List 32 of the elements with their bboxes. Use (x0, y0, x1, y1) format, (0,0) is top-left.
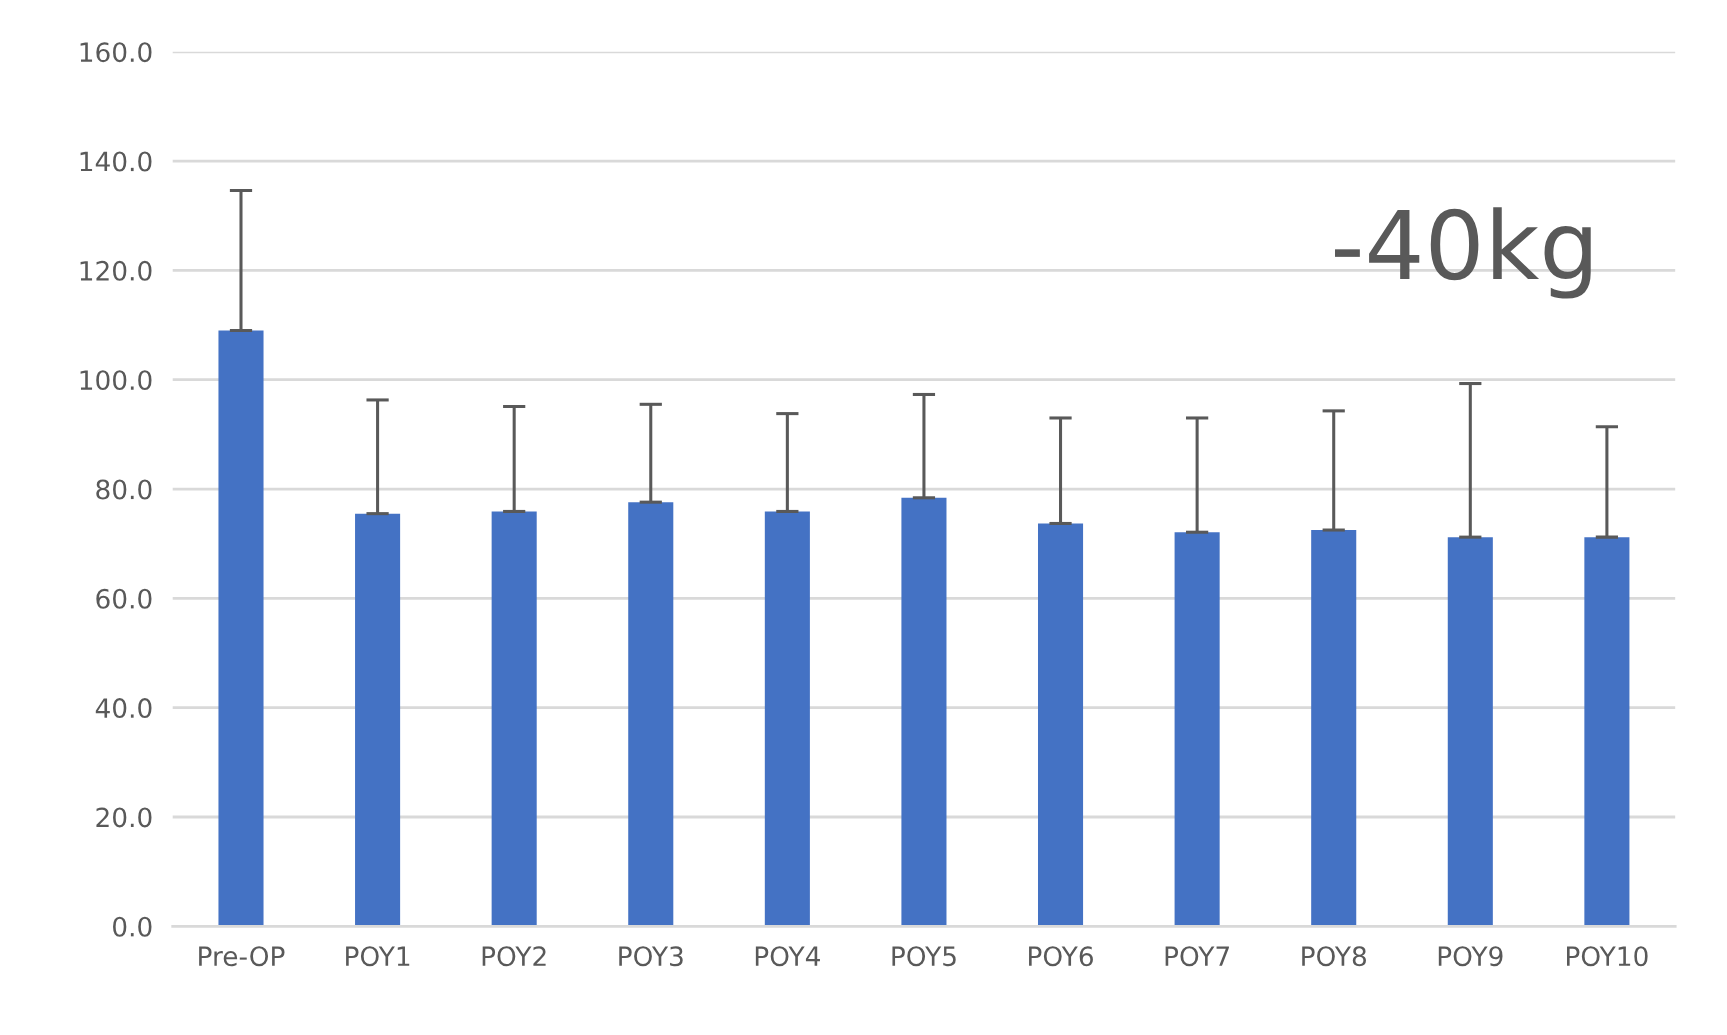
bar (218, 330, 264, 927)
bar (628, 502, 674, 927)
bar (764, 511, 810, 927)
annotation: -40kg (1335, 207, 1591, 299)
x-tick-label: POY6 (1029, 946, 1093, 967)
x-tick-label: Pre-OP (199, 946, 285, 967)
y-tick-label: 20.0 (96, 807, 152, 828)
x-tick-label: POY1 (346, 946, 410, 967)
x-tick-label: POY4 (755, 946, 820, 967)
y-tick-label: 100.0 (80, 370, 152, 391)
y-tick-label: 0.0 (113, 916, 152, 937)
y-tick-label: 140.0 (80, 151, 152, 172)
x-tick-label: POY8 (1302, 946, 1366, 967)
bar (491, 511, 537, 927)
x-tick-label: POY7 (1165, 946, 1229, 967)
y-tick-label: 160.0 (80, 42, 152, 63)
x-tick-label: POY10 (1567, 946, 1648, 967)
bar (1584, 537, 1630, 927)
x-tick-label: POY3 (619, 946, 683, 967)
x-tick-label: POY2 (482, 946, 546, 967)
bar (1311, 530, 1357, 927)
x-tick-label: POY9 (1438, 946, 1503, 967)
y-tick-label: 120.0 (80, 260, 152, 281)
bar (355, 513, 401, 927)
y-tick-label: 60.0 (96, 588, 152, 609)
bar (1447, 537, 1493, 927)
bar (1174, 532, 1220, 927)
x-tick-label: POY5 (892, 946, 956, 967)
bar (1038, 523, 1084, 927)
y-tick-label: 80.0 (96, 479, 152, 500)
bar (901, 497, 947, 927)
y-tick-label: 40.0 (95, 698, 152, 719)
